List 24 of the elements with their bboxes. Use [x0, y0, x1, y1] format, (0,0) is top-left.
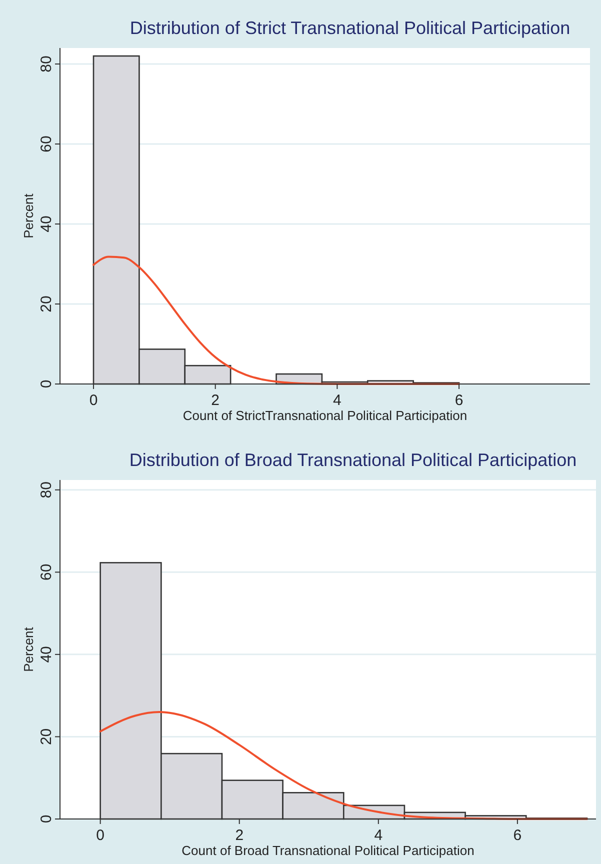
x-axis-title: Count of Broad Transnational Political Participation	[182, 843, 474, 858]
x-tick-label: 2	[235, 827, 244, 844]
y-tick-label: 20	[38, 728, 55, 746]
y-tick-label: 40	[38, 646, 55, 663]
x-tick-label: 0	[89, 392, 98, 409]
y-tick-label: 80	[38, 56, 55, 72]
x-tick-label: 6	[454, 392, 464, 409]
chart-title: Distribution of Strict Transnational Political Participation	[130, 18, 570, 38]
y-tick-label: 0	[38, 814, 55, 824]
y-tick-label: 80	[38, 482, 55, 498]
x-tick-label: 4	[333, 392, 342, 409]
y-tick-label: 0	[38, 380, 55, 388]
y-axis-title: Percent	[21, 193, 36, 238]
y-tick-label: 60	[38, 136, 55, 152]
chart-title: Distribution of Broad Transnational Political Participation	[129, 450, 577, 470]
x-tick-label: 6	[513, 827, 522, 844]
x-tick-label: 0	[96, 827, 104, 844]
x-tick-label: 2	[211, 392, 220, 409]
x-axis-title: Count of StrictTransnational Political Participation	[182, 408, 468, 423]
y-tick-label: 20	[38, 296, 55, 312]
y-tick-label: 40	[38, 216, 55, 232]
y-axis-title: Percent	[21, 626, 36, 672]
y-tick-label: 60	[38, 564, 55, 580]
x-tick-label: 4	[374, 827, 383, 844]
